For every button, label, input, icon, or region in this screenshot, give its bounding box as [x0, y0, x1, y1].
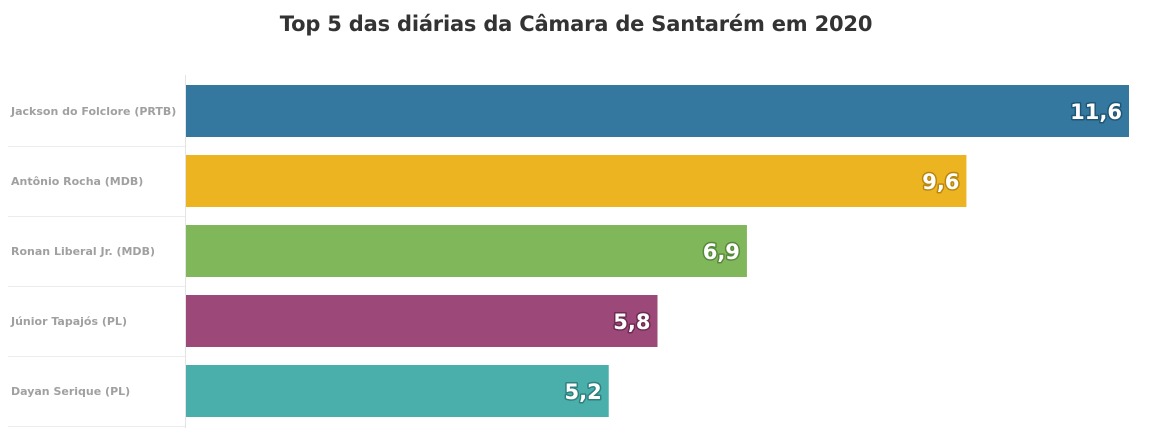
- category-label: Jackson do Folclore (PRTB): [10, 105, 176, 118]
- data-label: 5,2: [565, 380, 602, 404]
- data-label: 9,6: [922, 170, 959, 194]
- category-label: Ronan Liberal Jr. (MDB): [11, 245, 155, 258]
- data-label: 5,8: [613, 310, 650, 334]
- chart-title: Top 5 das diárias da Câmara de Santarém …: [279, 12, 873, 36]
- bar[interactable]: [186, 85, 1129, 137]
- bar[interactable]: [186, 295, 658, 347]
- bar[interactable]: [186, 225, 747, 277]
- bar[interactable]: [186, 155, 967, 207]
- data-label: 6,9: [703, 240, 740, 264]
- bar[interactable]: [186, 365, 609, 417]
- data-label: 11,6: [1070, 100, 1122, 124]
- category-label: Júnior Tapajós (PL): [10, 315, 127, 328]
- category-label: Dayan Serique (PL): [11, 385, 130, 398]
- category-label: Antônio Rocha (MDB): [11, 175, 143, 188]
